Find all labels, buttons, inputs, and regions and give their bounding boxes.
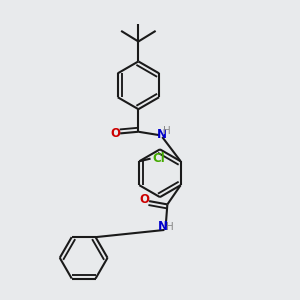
Text: H: H [163,126,171,136]
Text: O: O [139,193,149,206]
Text: Cl: Cl [152,152,165,165]
Text: N: N [158,220,167,233]
Text: H: H [167,222,174,232]
Text: N: N [157,128,166,141]
Text: O: O [110,127,120,140]
